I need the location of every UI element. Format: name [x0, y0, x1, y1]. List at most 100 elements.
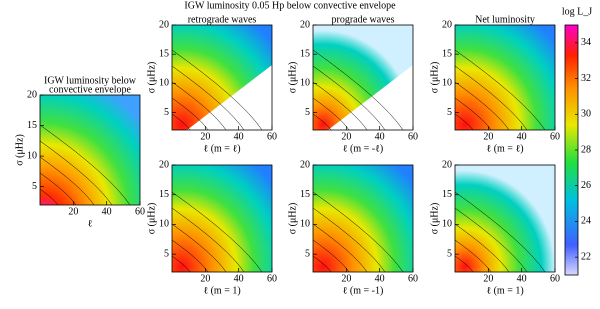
- empty-region: [328, 65, 413, 130]
- x-axis-label: ℓ: [88, 218, 93, 229]
- colorbar-tick-label: 28: [581, 144, 591, 155]
- frame: [39, 94, 141, 206]
- y-tick-label: 15: [300, 189, 310, 200]
- contour: [312, 239, 350, 273]
- heatmap: [40, 95, 140, 205]
- empty-region: [187, 65, 272, 130]
- y-tick-label: 10: [300, 219, 310, 230]
- contour: [454, 49, 546, 131]
- figure-title: IGW luminosity 0.05 Hp below convective …: [184, 0, 396, 11]
- y-tick-label: 20: [159, 159, 169, 170]
- frame: [171, 164, 273, 273]
- contour: [312, 97, 350, 131]
- contour: [171, 191, 263, 273]
- heatmap: [172, 165, 272, 272]
- x-axis-label: ℓ (m = ℓ): [203, 143, 240, 154]
- contour: [312, 207, 386, 273]
- y-axis-label: σ (μHz): [146, 203, 157, 235]
- y-tick-label: 20: [27, 89, 37, 100]
- x-tick-label: 20: [341, 273, 351, 284]
- y-tick-label: 15: [159, 48, 169, 59]
- heatmap: [455, 25, 555, 130]
- colorbar-tick-label: 24: [581, 216, 591, 227]
- colorbar-tick-label: 34: [581, 37, 591, 48]
- contour: [171, 255, 191, 273]
- y-tick-label: 10: [159, 219, 169, 230]
- y-tick-label: 5: [305, 248, 310, 259]
- contour: [454, 97, 492, 131]
- colorbar-tick-label: 22: [581, 251, 591, 262]
- contour: [39, 140, 113, 206]
- contour: [39, 172, 77, 206]
- y-tick-label: 20: [442, 19, 452, 30]
- x-tick-label: 20: [483, 273, 493, 284]
- frame: [312, 24, 414, 131]
- x-tick-label: 40: [517, 273, 527, 284]
- colorbar-label: log L_J: [562, 6, 592, 17]
- x-tick-label: 60: [550, 131, 560, 142]
- y-tick-label: 15: [442, 189, 452, 200]
- x-tick-label: 20: [200, 131, 210, 142]
- y-tick-label: 15: [159, 189, 169, 200]
- contour: [454, 223, 510, 273]
- x-tick-label: 20: [341, 131, 351, 142]
- colorbar: [565, 25, 578, 275]
- y-tick-label: 10: [300, 78, 310, 89]
- x-tick-label: 40: [375, 131, 385, 142]
- x-tick-label: 60: [550, 273, 560, 284]
- contour: [454, 255, 474, 273]
- x-tick-label: 60: [267, 131, 277, 142]
- x-tick-label: 60: [408, 273, 418, 284]
- colorbar-tick-label: 26: [581, 180, 591, 191]
- y-tick-label: 20: [300, 19, 310, 30]
- panel-title: convective envelope: [49, 84, 131, 95]
- x-axis-label: ℓ (m = 1): [486, 285, 523, 296]
- y-tick-label: 20: [300, 159, 310, 170]
- panel-title: Net luminosity: [475, 14, 535, 25]
- y-tick-label: 10: [27, 150, 37, 161]
- x-tick-label: 40: [234, 273, 244, 284]
- heatmap: [313, 165, 413, 272]
- contour: [39, 124, 131, 206]
- x-tick-label: 60: [135, 206, 145, 217]
- contour: [171, 239, 209, 273]
- x-axis-label: ℓ (m = -1): [343, 285, 384, 296]
- x-tick-label: 60: [267, 273, 277, 284]
- colorbar-tick-label: 32: [581, 73, 591, 84]
- contour: [39, 188, 59, 206]
- contour: [454, 207, 528, 273]
- y-tick-label: 5: [164, 248, 169, 259]
- y-axis-label: σ (μHz): [14, 134, 25, 166]
- contour: [454, 81, 510, 131]
- x-tick-label: 40: [517, 131, 527, 142]
- heatmap: [455, 165, 555, 272]
- x-tick-label: 20: [483, 131, 493, 142]
- contour: [312, 113, 332, 131]
- y-axis-label: σ (μHz): [146, 62, 157, 94]
- y-tick-label: 5: [164, 107, 169, 118]
- contour: [171, 113, 191, 131]
- y-tick-label: 15: [442, 48, 452, 59]
- contour: [39, 156, 95, 206]
- y-axis-label: σ (μHz): [287, 62, 298, 94]
- x-tick-label: 40: [234, 131, 244, 142]
- y-tick-label: 5: [305, 107, 310, 118]
- x-axis-label: ℓ (m = 1): [203, 285, 240, 296]
- y-tick-label: 10: [442, 219, 452, 230]
- contour: [171, 65, 245, 131]
- y-tick-label: 15: [300, 48, 310, 59]
- x-tick-label: 40: [102, 206, 112, 217]
- x-axis-label: ℓ (m = ℓ): [486, 143, 523, 154]
- y-axis-label: σ (μHz): [429, 62, 440, 94]
- x-axis-label: ℓ (m = -ℓ): [343, 143, 384, 154]
- contour: [171, 223, 227, 273]
- y-tick-label: 10: [442, 78, 452, 89]
- y-tick-label: 20: [442, 159, 452, 170]
- contour: [171, 81, 227, 131]
- contour: [171, 207, 245, 273]
- panel-title: retrograde waves: [188, 14, 257, 25]
- x-tick-label: 60: [408, 131, 418, 142]
- contour: [454, 239, 492, 273]
- y-tick-label: 20: [159, 19, 169, 30]
- x-tick-label: 40: [375, 273, 385, 284]
